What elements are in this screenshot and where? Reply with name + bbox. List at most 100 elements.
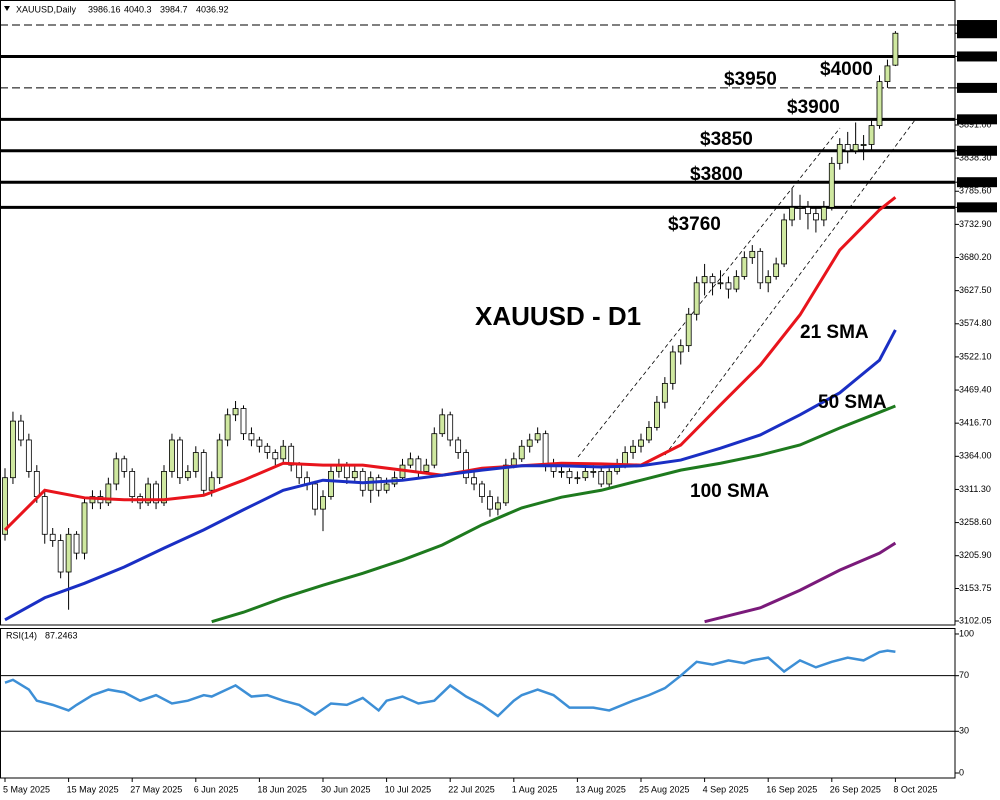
ohlc-open: 3986.16 — [88, 4, 121, 14]
candle-body — [542, 433, 549, 466]
candle-body — [574, 477, 581, 480]
candle-body — [320, 496, 326, 510]
chart-annotation: XAUUSD - D1 — [475, 301, 641, 331]
candle-body — [41, 496, 48, 535]
candle-body — [868, 125, 875, 145]
price-label-box — [957, 177, 997, 188]
y-tick-label: 3950.00 — [959, 82, 992, 92]
candle-body — [288, 445, 295, 466]
candle-body — [81, 502, 88, 554]
candle-body — [367, 477, 374, 491]
y-tick-label: 3311.30 — [959, 484, 991, 494]
candle-body — [677, 345, 684, 353]
candle-body — [669, 351, 676, 384]
price-label-box — [957, 28, 997, 39]
candle-body — [192, 452, 199, 472]
candle-body — [773, 263, 780, 277]
price-label-box — [957, 114, 997, 125]
candle-body — [487, 496, 493, 510]
x-tick-label: 1 Aug 2025 — [512, 784, 558, 794]
candle-body — [121, 458, 128, 472]
candle-body — [693, 282, 700, 315]
candle-body — [733, 276, 740, 290]
x-tick-label: 6 Jun 2025 — [194, 784, 239, 794]
price-label-box — [957, 20, 997, 31]
candle-body — [844, 144, 851, 152]
x-tick-label: 26 Sep 2025 — [830, 784, 881, 794]
candle-body — [836, 144, 843, 164]
candle-body — [145, 483, 152, 504]
y-tick-label: 3800.00 — [959, 177, 992, 187]
x-tick-label: 4 Sep 2025 — [703, 784, 749, 794]
level-annotation: $3950 — [724, 69, 777, 90]
price-label-box — [957, 51, 997, 62]
candle-body — [224, 414, 231, 441]
candle-body — [566, 471, 573, 479]
candle-body — [518, 445, 525, 460]
ohlc-close: 4036.92 — [196, 4, 229, 14]
candle-body — [463, 452, 470, 479]
candle-body — [590, 471, 597, 473]
candle-body — [65, 533, 72, 573]
candle-body — [264, 445, 271, 453]
candle-body — [820, 206, 827, 221]
candle-body — [49, 533, 56, 541]
y-tick-label: 3153.75 — [959, 583, 992, 593]
y-tick-label: 3732.90 — [959, 219, 992, 229]
candle-body — [606, 471, 613, 485]
price-label-box — [957, 145, 997, 156]
candle-body — [113, 458, 120, 485]
y-tick-label: 3850.00 — [959, 145, 992, 155]
candle-body — [415, 458, 422, 472]
x-tick-label: 27 May 2025 — [130, 784, 182, 794]
x-tick-label: 15 May 2025 — [67, 784, 119, 794]
y-tick-label: 3258.60 — [959, 517, 992, 527]
sma-line — [704, 541, 897, 624]
x-tick-label: 18 Jun 2025 — [257, 784, 307, 794]
candle-body — [701, 276, 708, 284]
candle-body — [407, 458, 414, 466]
y-tick-label: 3891.00 — [959, 119, 992, 129]
candle-body — [176, 439, 183, 479]
candle-body — [502, 464, 509, 504]
y-tick-label: 3522.10 — [959, 351, 992, 361]
ohlc-low: 3984.7 — [160, 4, 188, 14]
candle-body — [2, 477, 8, 535]
main-plot — [0, 24, 955, 624]
candle-body — [447, 414, 454, 441]
y-tick-label: 70 — [959, 670, 969, 680]
candle-body — [741, 257, 748, 277]
x-tick-label: 5 May 2025 — [3, 784, 50, 794]
candle-body — [717, 282, 724, 285]
candle-body — [725, 282, 732, 290]
y-tick-label: 3469.40 — [959, 384, 992, 394]
candle-body — [240, 408, 247, 435]
candle-body — [805, 206, 811, 215]
level-annotation: $3850 — [700, 129, 753, 150]
level-annotation: $3900 — [787, 97, 840, 118]
candle-body — [169, 439, 175, 472]
y-tick-label: 4000.00 — [959, 51, 992, 61]
sma-label: 100 SMA — [690, 481, 769, 502]
candle-body — [351, 471, 358, 479]
y-tick-label: 3205.90 — [959, 550, 992, 560]
x-tick-label: 8 Oct 2025 — [893, 784, 937, 794]
x-tick-label: 22 Jul 2025 — [448, 784, 495, 794]
candle-body — [129, 471, 136, 497]
candle-body — [184, 471, 191, 479]
x-tick-label: 30 Jun 2025 — [321, 784, 371, 794]
candle-body — [232, 408, 239, 416]
candle-body — [526, 439, 533, 447]
candle-body — [328, 471, 334, 497]
candle-body — [685, 313, 692, 347]
candle-body — [359, 471, 366, 491]
y-tick-label: 3785.60 — [959, 186, 992, 196]
rsi-value: 87.2463 — [45, 630, 78, 640]
y-tick-label: 0 — [959, 767, 964, 777]
y-tick-label: 30 — [959, 726, 969, 736]
candle-body — [216, 439, 223, 479]
candle-body — [248, 433, 255, 441]
y-tick-label: 3838.30 — [959, 152, 992, 162]
candle-body — [439, 414, 446, 435]
